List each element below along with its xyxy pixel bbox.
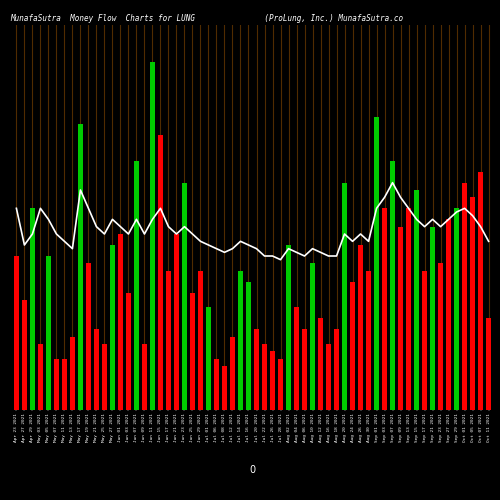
Bar — [446, 220, 451, 410]
Bar — [406, 208, 411, 410]
Bar — [86, 264, 90, 410]
Bar — [318, 318, 322, 410]
Bar — [374, 116, 379, 410]
Text: 0: 0 — [250, 465, 256, 475]
Bar — [158, 135, 162, 410]
Bar — [134, 160, 138, 410]
Bar — [14, 256, 18, 410]
Bar — [206, 308, 210, 410]
Bar — [414, 190, 419, 410]
Bar — [254, 330, 258, 410]
Bar — [142, 344, 146, 410]
Bar — [94, 330, 98, 410]
Bar — [382, 208, 387, 410]
Bar — [262, 344, 266, 410]
Bar — [62, 358, 66, 410]
Bar — [182, 182, 186, 410]
Bar — [190, 292, 194, 410]
Bar — [118, 234, 122, 410]
Bar — [214, 358, 218, 410]
Bar — [78, 124, 82, 410]
Bar — [438, 264, 443, 410]
Bar — [22, 300, 26, 410]
Bar — [230, 336, 234, 410]
Bar — [278, 358, 282, 410]
Bar — [166, 270, 170, 410]
Bar — [430, 226, 435, 410]
Bar — [486, 318, 491, 410]
Bar — [70, 336, 74, 410]
Bar — [310, 264, 314, 410]
Bar — [198, 270, 202, 410]
Bar — [174, 234, 178, 410]
Bar — [222, 366, 226, 410]
Bar — [422, 270, 427, 410]
Bar — [102, 344, 106, 410]
Bar — [366, 270, 370, 410]
Bar — [294, 308, 298, 410]
Bar — [398, 226, 403, 410]
Bar — [390, 160, 395, 410]
Bar — [54, 358, 58, 410]
Bar — [46, 256, 50, 410]
Bar — [302, 330, 306, 410]
Bar — [38, 344, 42, 410]
Bar — [110, 245, 114, 410]
Bar — [454, 208, 459, 410]
Bar — [334, 330, 338, 410]
Bar — [342, 182, 346, 410]
Bar — [150, 62, 154, 410]
Bar — [478, 172, 483, 410]
Bar — [358, 245, 362, 410]
Bar — [286, 245, 290, 410]
Bar — [246, 282, 250, 410]
Bar — [462, 182, 467, 410]
Bar — [238, 270, 242, 410]
Bar — [30, 208, 34, 410]
Bar — [270, 352, 274, 410]
Bar — [126, 292, 130, 410]
Bar — [350, 282, 354, 410]
Bar — [470, 198, 475, 410]
Bar — [326, 344, 330, 410]
Text: MunafaSutra  Money Flow  Charts for LUNG               (ProLung, Inc.) MunafaSut: MunafaSutra Money Flow Charts for LUNG (… — [10, 14, 403, 23]
